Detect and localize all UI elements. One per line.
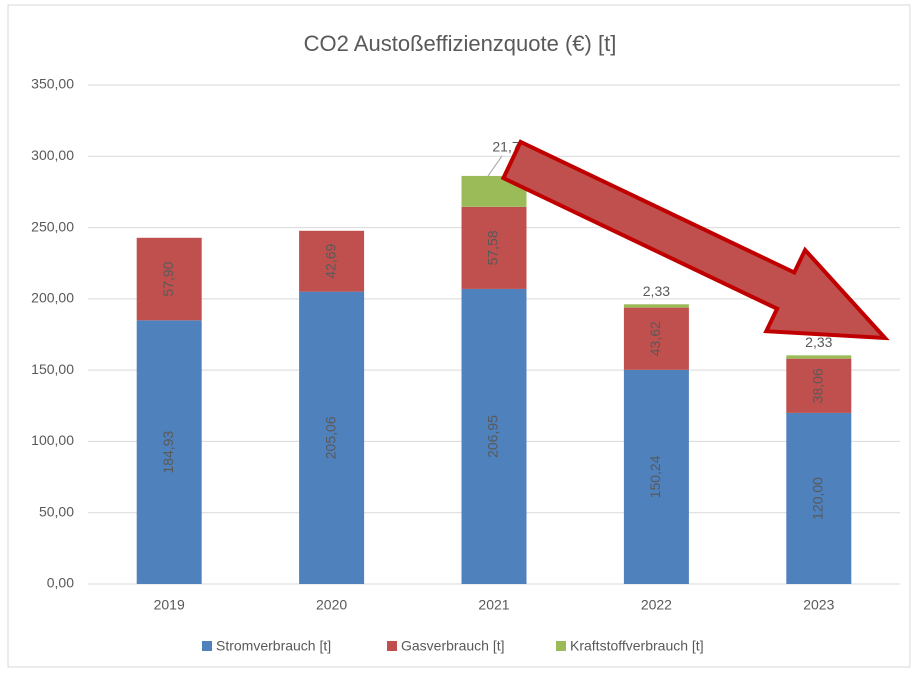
- bar-segment: [623, 369, 689, 584]
- x-tick-label: 2021: [478, 597, 509, 613]
- bar-segment: [623, 304, 689, 308]
- y-tick-label: 100,00: [31, 432, 74, 448]
- bar-segment: [623, 307, 689, 370]
- legend-label: Stromverbrauch [t]: [216, 638, 331, 654]
- data-label: 120,00: [810, 477, 826, 520]
- bar-segment: [786, 358, 852, 413]
- x-tick-label: 2022: [641, 597, 672, 613]
- data-label: 43,62: [647, 321, 663, 356]
- bar-segment: [461, 206, 527, 289]
- chart-title: CO2 Austoßeffizienzquote (€) [t]: [304, 31, 617, 56]
- y-tick-label: 50,00: [39, 503, 74, 519]
- legend-label: Kraftstoffverbrauch [t]: [570, 638, 704, 654]
- data-label: 184,93: [160, 431, 176, 474]
- plot: 0,00 50,00 100,00 150,00 200,00 250,00 300,00 3…: [31, 76, 900, 654]
- y-tick-label: 350,00: [31, 76, 74, 92]
- x-tick-label: 2020: [316, 597, 347, 613]
- x-tick-label: 2019: [154, 597, 185, 613]
- leader-line: [487, 155, 503, 177]
- bar-segment: [786, 355, 852, 359]
- data-label: 57,58: [485, 230, 501, 265]
- legend-swatch: [202, 641, 212, 651]
- x-tick-label: 2023: [803, 597, 834, 613]
- data-label: 42,69: [322, 243, 338, 278]
- data-label: 206,95: [485, 415, 501, 458]
- legend-swatch: [556, 641, 566, 651]
- legend-label: Gasverbrauch [t]: [401, 638, 505, 654]
- data-label: 205,06: [322, 416, 338, 459]
- y-tick-label: 0,00: [47, 575, 74, 591]
- bar-segment: [786, 412, 852, 584]
- data-label: 21,7: [492, 139, 519, 155]
- legend-swatch: [387, 641, 397, 651]
- data-label: 2,33: [643, 283, 670, 299]
- data-label: 2,33: [805, 334, 832, 350]
- bar-segment: [461, 288, 527, 584]
- data-label: 57,90: [160, 261, 176, 296]
- y-tick-label: 250,00: [31, 218, 74, 234]
- y-tick-label: 200,00: [31, 290, 74, 306]
- trend-arrow: [500, 139, 890, 341]
- bar-segment: [136, 237, 202, 321]
- data-label: 38,06: [810, 368, 826, 403]
- y-tick-label: 300,00: [31, 147, 74, 163]
- y-tick-label: 150,00: [31, 361, 74, 377]
- data-label: 150,24: [647, 455, 663, 498]
- bar-segment: [299, 230, 365, 292]
- bar-segment: [299, 291, 365, 584]
- bar-segment: [136, 320, 202, 584]
